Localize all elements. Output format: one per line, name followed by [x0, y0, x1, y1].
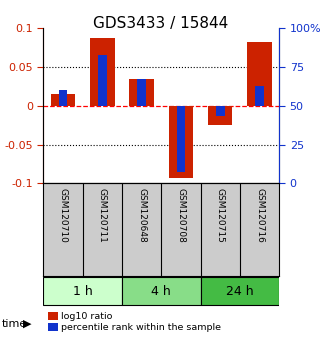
Bar — [98, 56, 107, 106]
Bar — [129, 79, 154, 106]
Text: ▶: ▶ — [23, 319, 31, 329]
Text: time: time — [2, 319, 27, 329]
Text: GSM120716: GSM120716 — [255, 188, 264, 243]
Text: 24 h: 24 h — [226, 285, 254, 298]
Text: GSM120708: GSM120708 — [177, 188, 186, 243]
Bar — [247, 41, 272, 106]
Bar — [208, 106, 232, 125]
Text: 1 h: 1 h — [73, 285, 92, 298]
Bar — [137, 79, 146, 106]
Legend: log10 ratio, percentile rank within the sample: log10 ratio, percentile rank within the … — [48, 312, 221, 332]
Bar — [90, 38, 115, 106]
FancyBboxPatch shape — [43, 277, 122, 306]
Bar — [51, 94, 75, 106]
FancyBboxPatch shape — [122, 277, 201, 306]
Bar — [59, 90, 67, 106]
Bar — [255, 86, 264, 106]
Text: GSM120711: GSM120711 — [98, 188, 107, 243]
Text: GSM120648: GSM120648 — [137, 188, 146, 243]
Text: GDS3433 / 15844: GDS3433 / 15844 — [93, 16, 228, 31]
Bar — [216, 106, 225, 116]
Text: GSM120710: GSM120710 — [58, 188, 67, 243]
Bar — [177, 106, 185, 172]
Text: 4 h: 4 h — [152, 285, 171, 298]
Text: GSM120715: GSM120715 — [216, 188, 225, 243]
Bar — [169, 106, 193, 178]
FancyBboxPatch shape — [201, 277, 279, 306]
